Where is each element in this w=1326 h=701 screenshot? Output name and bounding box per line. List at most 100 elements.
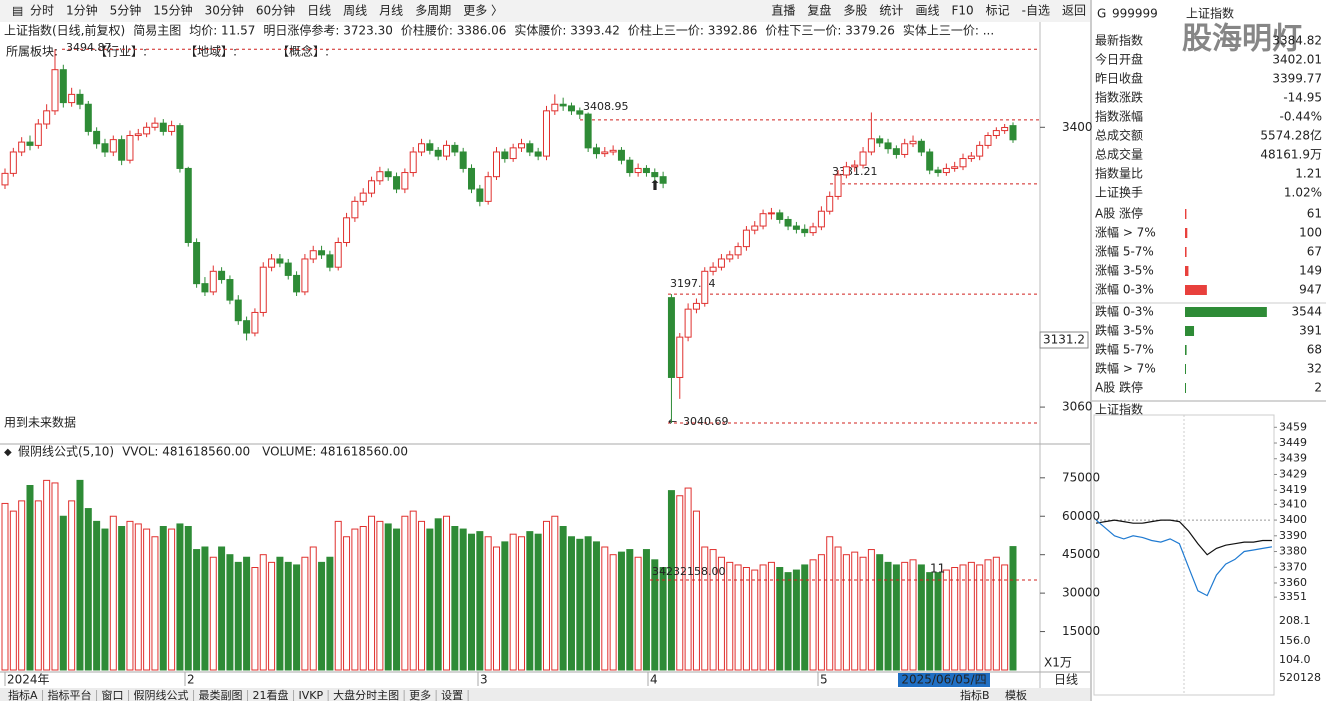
candle-body — [326, 254, 334, 268]
volume-bar — [309, 546, 317, 671]
candle-body — [101, 143, 109, 153]
field-value: 3402.01 — [1272, 53, 1322, 67]
candle-body — [184, 167, 192, 243]
quote-code: 999999 — [1112, 7, 1158, 21]
bottom-tab[interactable]: 21看盘 — [253, 688, 289, 701]
period-tab[interactable]: 月线 — [379, 4, 403, 18]
breadth-value: 68 — [1307, 343, 1322, 357]
bottom-tab[interactable]: 指标A — [8, 688, 38, 701]
y-tick-label: 75000 — [1062, 470, 1100, 484]
toolbar-button[interactable]: F10 — [951, 4, 973, 18]
period-tab[interactable]: 更多 〉 — [463, 4, 503, 18]
candle-body — [259, 266, 267, 313]
toolbar-button[interactable]: -自选 — [1022, 4, 1050, 18]
volume-bar — [251, 567, 259, 671]
date-box — [898, 673, 990, 687]
candle-body — [792, 225, 800, 230]
candle-body — [617, 149, 625, 161]
candle-body — [68, 93, 76, 104]
volume-bar — [867, 549, 875, 671]
breadth-bar — [1185, 364, 1186, 374]
info-item: 实体上三一价: ... — [903, 23, 994, 38]
volume-bar — [276, 556, 284, 671]
info-item: 价柱上三一价: 3392.86 — [628, 23, 757, 38]
period-tab[interactable]: 60分钟 — [256, 3, 295, 18]
breadth-label: 涨幅 5-7% — [1095, 244, 1154, 259]
field-value: 1.21 — [1295, 167, 1322, 181]
y-tick-label: 3060 — [1062, 400, 1093, 414]
period-tab[interactable]: 日线 — [307, 4, 331, 18]
volume-bar — [326, 556, 334, 671]
annotation-label: 3408.95 — [583, 100, 629, 113]
sector-label: 【地域】: — [185, 45, 237, 59]
candle-body — [509, 147, 517, 160]
volume-bar — [942, 569, 950, 671]
toolbar-button[interactable]: 画线 — [915, 4, 939, 18]
volume-bar — [476, 531, 484, 671]
volume-bar — [617, 551, 625, 671]
volume-bar — [393, 528, 401, 671]
volume-bar — [468, 533, 476, 671]
breadth-value: 2 — [1314, 381, 1322, 395]
sector-label: 【行业】: — [95, 45, 147, 59]
candle-body — [917, 140, 925, 153]
bottom-tab[interactable]: 假阴线公式 — [134, 688, 189, 701]
candle-body — [667, 297, 675, 378]
volume-bar — [334, 520, 342, 671]
period-tab[interactable]: 15分钟 — [153, 3, 192, 18]
volume-bar — [884, 561, 892, 671]
period-tab[interactable]: 30分钟 — [205, 3, 244, 18]
candle-body — [817, 210, 825, 228]
volume-bar — [26, 485, 34, 671]
candle-body — [909, 140, 917, 145]
candle-body — [659, 176, 667, 184]
volume-tick-label: 208.1 — [1279, 614, 1311, 627]
menu-icon[interactable]: ▤ — [12, 4, 23, 18]
candle-body — [801, 228, 809, 234]
period-tab[interactable]: 周线 — [343, 4, 367, 18]
candle-body — [426, 143, 434, 151]
field-value: 1.02% — [1284, 186, 1322, 200]
volume-bar — [68, 500, 76, 671]
volume-bar — [184, 526, 192, 671]
bottom-tab[interactable]: 大盘分时主图 — [333, 688, 399, 701]
period-tab[interactable]: 多周期 — [415, 4, 451, 18]
bottom-tab[interactable]: 指标B — [960, 688, 990, 701]
candle-body — [859, 151, 867, 166]
volume-bar — [842, 554, 850, 671]
period-tab[interactable]: 1分钟 — [66, 3, 98, 18]
volume-bar — [84, 508, 92, 671]
toolbar-button[interactable]: 返回 — [1062, 4, 1086, 18]
candle-body — [451, 144, 459, 153]
bottom-tab[interactable]: 模板 — [1005, 688, 1027, 701]
toolbar-button[interactable]: 复盘 — [807, 3, 831, 18]
bottom-tab[interactable]: IVKP — [299, 689, 324, 701]
y-tick-label: 3439 — [1279, 452, 1307, 465]
candle-body — [218, 270, 226, 281]
volume-bar — [426, 528, 434, 671]
toolbar-button[interactable]: 标记 — [986, 4, 1010, 18]
month-label: 5 — [820, 673, 828, 687]
period-tab[interactable]: 分时 — [30, 4, 54, 18]
bottom-tab[interactable]: 设置 — [441, 689, 463, 701]
candle-body — [168, 125, 176, 132]
candle-body — [992, 130, 1000, 137]
volume-bar — [268, 561, 276, 671]
bottom-tab[interactable]: 更多 — [409, 688, 431, 701]
volume-bar — [601, 546, 609, 671]
volume-bar — [34, 500, 42, 671]
toolbar-button[interactable]: 直播 — [771, 4, 795, 18]
bottom-tab[interactable]: 指标平台 — [48, 688, 92, 701]
breadth-value: 67 — [1307, 245, 1322, 259]
toolbar-button[interactable]: 多股 — [843, 4, 867, 18]
volume-bar — [409, 510, 417, 671]
bottom-tab[interactable]: 最类副图 — [199, 688, 243, 701]
volume-bar — [726, 561, 734, 671]
volume-bar — [542, 520, 550, 671]
signal-arrow: ⬆ — [649, 178, 661, 194]
volume-bar — [293, 564, 301, 671]
bottom-tab[interactable]: 窗口 — [102, 688, 124, 701]
toolbar-button[interactable]: 统计 — [879, 4, 903, 18]
candle-body — [418, 143, 426, 153]
period-tab[interactable]: 5分钟 — [110, 3, 142, 18]
